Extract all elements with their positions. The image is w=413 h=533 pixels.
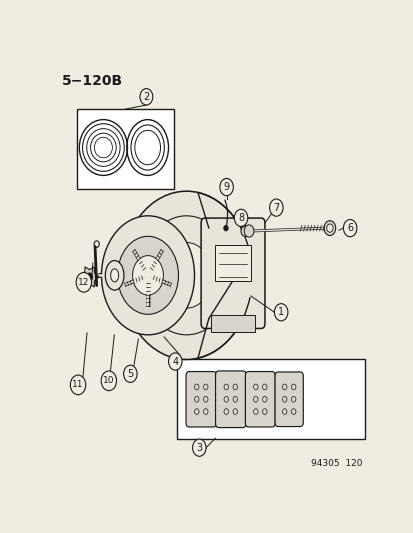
Circle shape	[117, 236, 178, 314]
Ellipse shape	[105, 261, 123, 290]
Bar	[176, 359, 364, 440]
Bar	[215, 245, 250, 281]
Text: 5−120B: 5−120B	[61, 74, 122, 88]
Text: 4: 4	[172, 357, 178, 367]
Circle shape	[192, 439, 206, 456]
Circle shape	[140, 216, 233, 335]
Text: 3: 3	[196, 443, 202, 453]
Text: 9: 9	[223, 182, 229, 192]
Circle shape	[101, 371, 116, 391]
Circle shape	[123, 365, 137, 383]
Circle shape	[244, 225, 253, 237]
Text: 8: 8	[237, 213, 244, 223]
Circle shape	[323, 221, 335, 236]
Text: 6: 6	[346, 223, 352, 233]
Circle shape	[132, 256, 163, 295]
Bar	[210, 316, 255, 332]
Bar	[77, 109, 173, 189]
Circle shape	[269, 199, 282, 216]
Circle shape	[160, 243, 212, 308]
Circle shape	[326, 224, 332, 232]
FancyBboxPatch shape	[185, 372, 216, 427]
Circle shape	[240, 225, 249, 236]
Circle shape	[168, 353, 182, 370]
Circle shape	[223, 225, 228, 231]
FancyBboxPatch shape	[201, 218, 264, 328]
FancyBboxPatch shape	[215, 371, 245, 427]
FancyBboxPatch shape	[245, 372, 275, 427]
Text: 12: 12	[78, 278, 89, 287]
Text: 1: 1	[278, 307, 284, 317]
Circle shape	[76, 272, 91, 292]
Circle shape	[140, 88, 152, 105]
Circle shape	[247, 227, 253, 235]
Circle shape	[342, 220, 356, 237]
Text: 94305  120: 94305 120	[311, 459, 362, 468]
Circle shape	[121, 191, 252, 359]
Text: 11: 11	[72, 381, 83, 390]
Text: 7: 7	[273, 203, 279, 213]
Ellipse shape	[110, 269, 119, 282]
Circle shape	[70, 375, 85, 395]
Circle shape	[234, 209, 247, 227]
Circle shape	[86, 273, 93, 281]
Text: 10: 10	[103, 376, 114, 385]
Circle shape	[274, 304, 287, 321]
Polygon shape	[81, 267, 98, 287]
Circle shape	[219, 179, 233, 196]
Text: 2: 2	[143, 92, 149, 102]
Circle shape	[101, 216, 194, 335]
Text: 5: 5	[127, 369, 133, 379]
FancyBboxPatch shape	[274, 372, 303, 426]
